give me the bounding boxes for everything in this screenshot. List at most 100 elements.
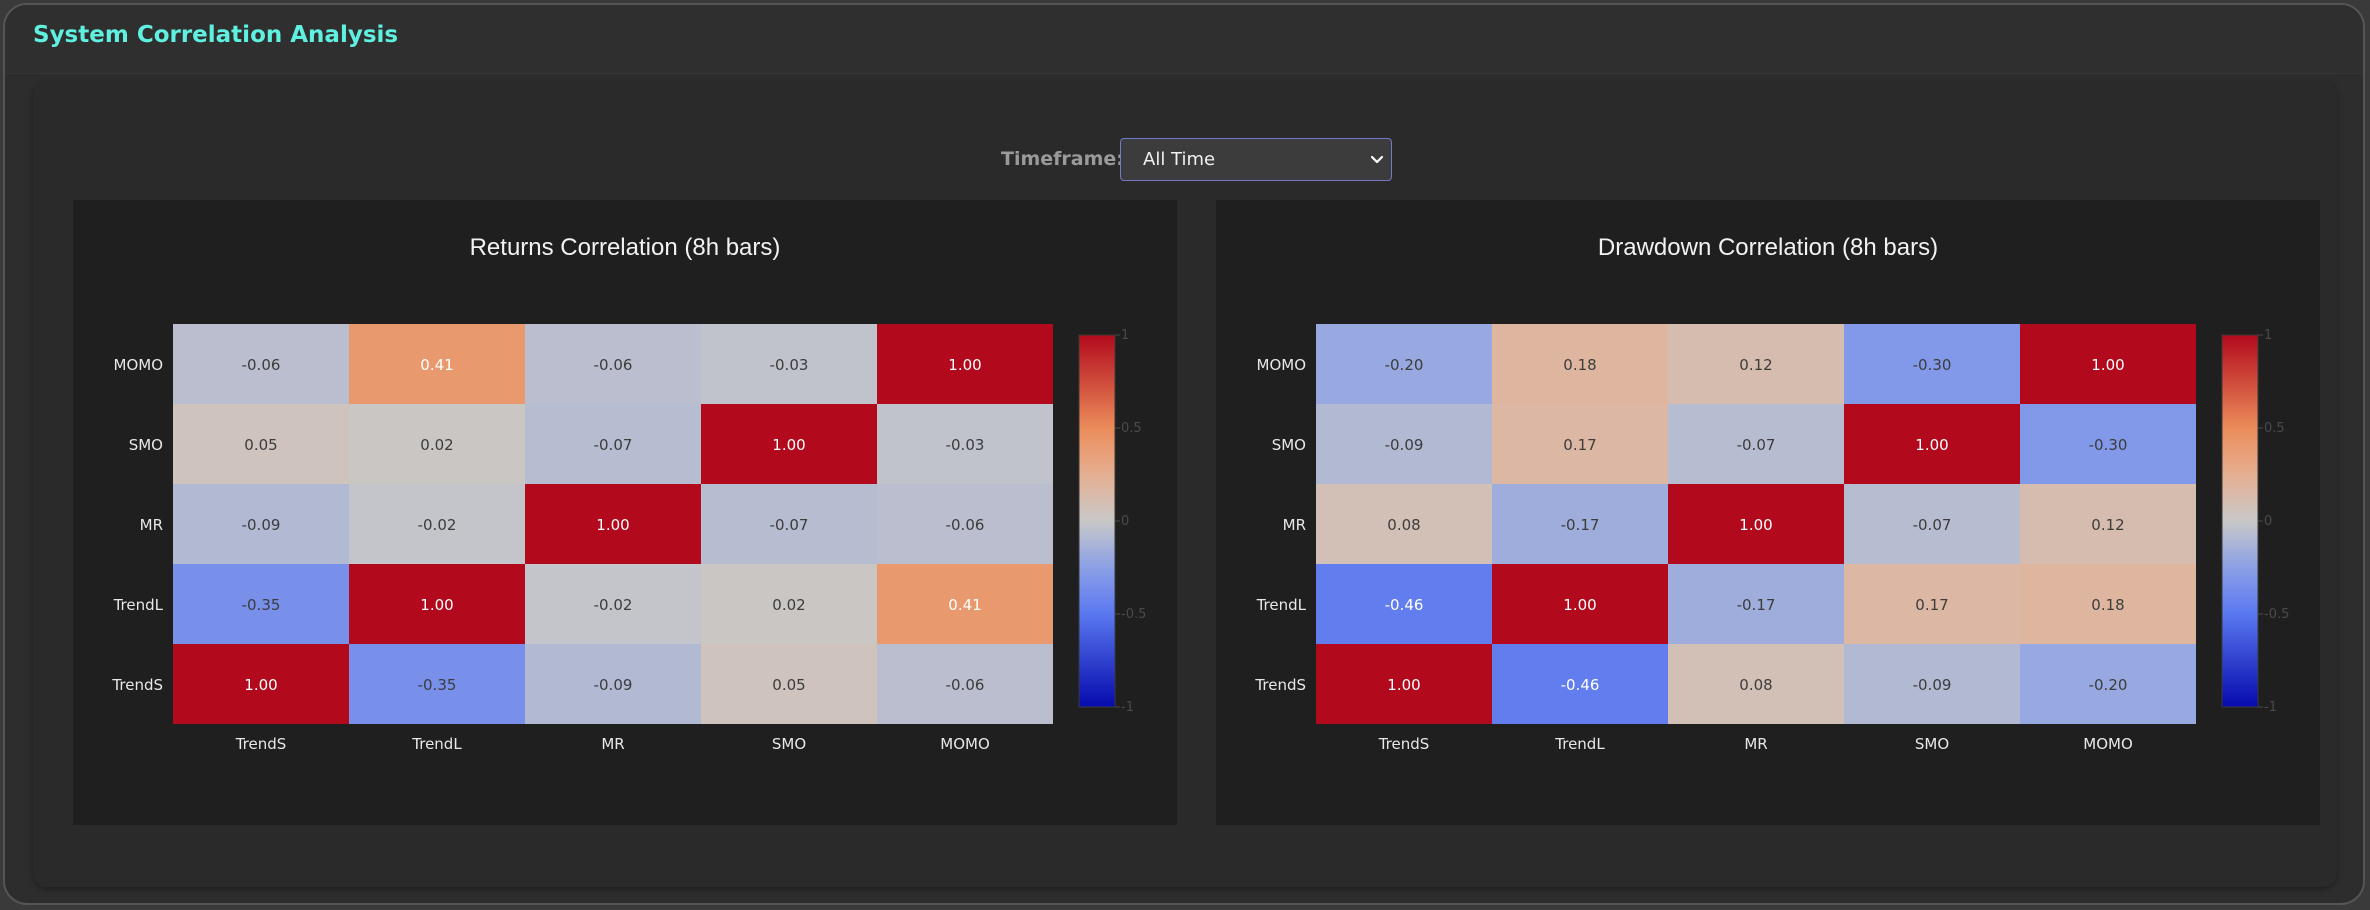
heatmap-cell[interactable] (2020, 484, 2196, 564)
x-tick-label: TrendL (411, 735, 462, 753)
cell-value-label: 0.08 (1739, 676, 1772, 694)
cell-value-label: 0.18 (2091, 596, 2124, 614)
heatmap-cell[interactable] (349, 564, 525, 644)
cell-value-label: -0.06 (946, 676, 985, 694)
cell-value-label: -0.17 (1561, 516, 1600, 534)
heatmap-cell[interactable] (2020, 644, 2196, 724)
page-title: System Correlation Analysis (33, 22, 399, 48)
heatmap-cell[interactable] (2020, 324, 2196, 404)
heatmap-cell[interactable] (1492, 484, 1668, 564)
heatmap-cell[interactable] (525, 484, 701, 564)
heatmap-cell[interactable] (173, 484, 349, 564)
colorbar (2221, 334, 2259, 708)
heatmap-cell[interactable] (2020, 564, 2196, 644)
cell-value-label: -0.20 (2089, 676, 2128, 694)
cell-value-label: 1.00 (1387, 676, 1420, 694)
heatmap-cell[interactable] (701, 324, 877, 404)
cell-value-label: 0.02 (772, 596, 805, 614)
heatmap-cell[interactable] (1668, 324, 1844, 404)
heatmap-cell[interactable] (1668, 484, 1844, 564)
cell-value-label: -0.09 (1913, 676, 1952, 694)
heatmap-cell[interactable] (877, 324, 1053, 404)
heatmap-cell[interactable] (701, 564, 877, 644)
heatmap-cell[interactable] (877, 404, 1053, 484)
heatmap-cell[interactable] (1844, 484, 2020, 564)
cell-value-label: 0.41 (420, 356, 453, 374)
heatmap-cell[interactable] (525, 644, 701, 724)
heatmap-cell[interactable] (701, 404, 877, 484)
x-tick-label: TrendS (1378, 735, 1430, 753)
heatmap-cell[interactable] (1316, 644, 1492, 724)
heatmap-cell[interactable] (1316, 484, 1492, 564)
heatmap-cell[interactable] (1668, 404, 1844, 484)
heatmap-cell[interactable] (701, 644, 877, 724)
cell-value-label: 1.00 (1915, 436, 1948, 454)
cell-value-label: 1.00 (2091, 356, 2124, 374)
cell-value-label: -0.35 (418, 676, 457, 694)
heatmap-cell[interactable] (1668, 644, 1844, 724)
heatmap-cell[interactable] (877, 644, 1053, 724)
cell-value-label: -0.35 (242, 596, 281, 614)
cell-value-label: -0.07 (770, 516, 809, 534)
cell-value-label: -0.06 (242, 356, 281, 374)
heatmap-cell[interactable] (1316, 564, 1492, 644)
returns-correlation-panel: Returns Correlation (8h bars) -0.06 0.41 -0… (73, 200, 1177, 825)
y-tick-label: MR (140, 516, 163, 534)
cell-value-label: -0.17 (1737, 596, 1776, 614)
colorbar-tick-label: 1 (1121, 328, 1129, 343)
heatmap-cell[interactable] (1492, 644, 1668, 724)
cell-value-label: -0.02 (594, 596, 633, 614)
cell-value-label: -0.09 (1385, 436, 1424, 454)
heatmap-cell[interactable] (349, 404, 525, 484)
cell-value-label: 0.18 (1563, 356, 1596, 374)
heatmap-cell[interactable] (1844, 324, 2020, 404)
cell-value-label: 0.05 (772, 676, 805, 694)
heatmap-cell[interactable] (1316, 324, 1492, 404)
heatmap-cell[interactable] (525, 564, 701, 644)
y-tick-label: TrendL (1256, 596, 1307, 614)
heatmap-cell[interactable] (877, 484, 1053, 564)
y-tick-label: TrendS (1254, 676, 1306, 694)
heatmap-cell[interactable] (2020, 404, 2196, 484)
heatmap-cell[interactable] (1492, 324, 1668, 404)
header: System Correlation Analysis (5, 5, 2363, 74)
cell-value-label: -0.46 (1561, 676, 1600, 694)
heatmap-cell[interactable] (1316, 404, 1492, 484)
cell-value-label: -0.07 (1913, 516, 1952, 534)
heatmap-cell[interactable] (877, 564, 1053, 644)
cell-value-label: -0.07 (1737, 436, 1776, 454)
timeframe-select[interactable]: All Time (1120, 138, 1392, 181)
heatmap-cell[interactable] (1492, 404, 1668, 484)
cell-value-label: 0.41 (948, 596, 981, 614)
heatmap-cell[interactable] (701, 484, 877, 564)
chevron-down-icon (1370, 155, 1384, 164)
cell-value-label: -0.03 (946, 436, 985, 454)
heatmap-cell[interactable] (1668, 564, 1844, 644)
heatmap-cell[interactable] (1844, 564, 2020, 644)
timeframe-selected-value: All Time (1143, 149, 1216, 170)
y-tick-label: TrendL (113, 596, 164, 614)
heatmap-cell[interactable] (525, 324, 701, 404)
drawdown-correlation-panel: Drawdown Correlation (8h bars) -0.20 0.18 0… (1216, 200, 2320, 825)
heatmap-cell[interactable] (1844, 404, 2020, 484)
heatmap-cell[interactable] (1492, 564, 1668, 644)
heatmap-cell[interactable] (349, 644, 525, 724)
app-window: System Correlation Analysis Timeframe: A… (3, 3, 2365, 905)
y-tick-label: TrendS (111, 676, 163, 694)
heatmap-cell[interactable] (173, 324, 349, 404)
cell-value-label: 0.17 (1915, 596, 1948, 614)
heatmap-cell[interactable] (173, 564, 349, 644)
heatmap-cell[interactable] (1844, 644, 2020, 724)
colorbar-tick-label: 0.5 (2264, 421, 2285, 436)
heatmap-cell[interactable] (349, 484, 525, 564)
heatmap-cell[interactable] (525, 404, 701, 484)
cell-value-label: -0.30 (1913, 356, 1952, 374)
heatmap-cell[interactable] (173, 404, 349, 484)
y-tick-label: SMO (129, 436, 163, 454)
heatmap-cell[interactable] (349, 324, 525, 404)
heatmap-cell[interactable] (173, 644, 349, 724)
cell-value-label: 0.08 (1387, 516, 1420, 534)
y-tick-label: MR (1283, 516, 1306, 534)
y-tick-label: MOMO (1257, 356, 1307, 374)
cell-value-label: -0.09 (594, 676, 633, 694)
